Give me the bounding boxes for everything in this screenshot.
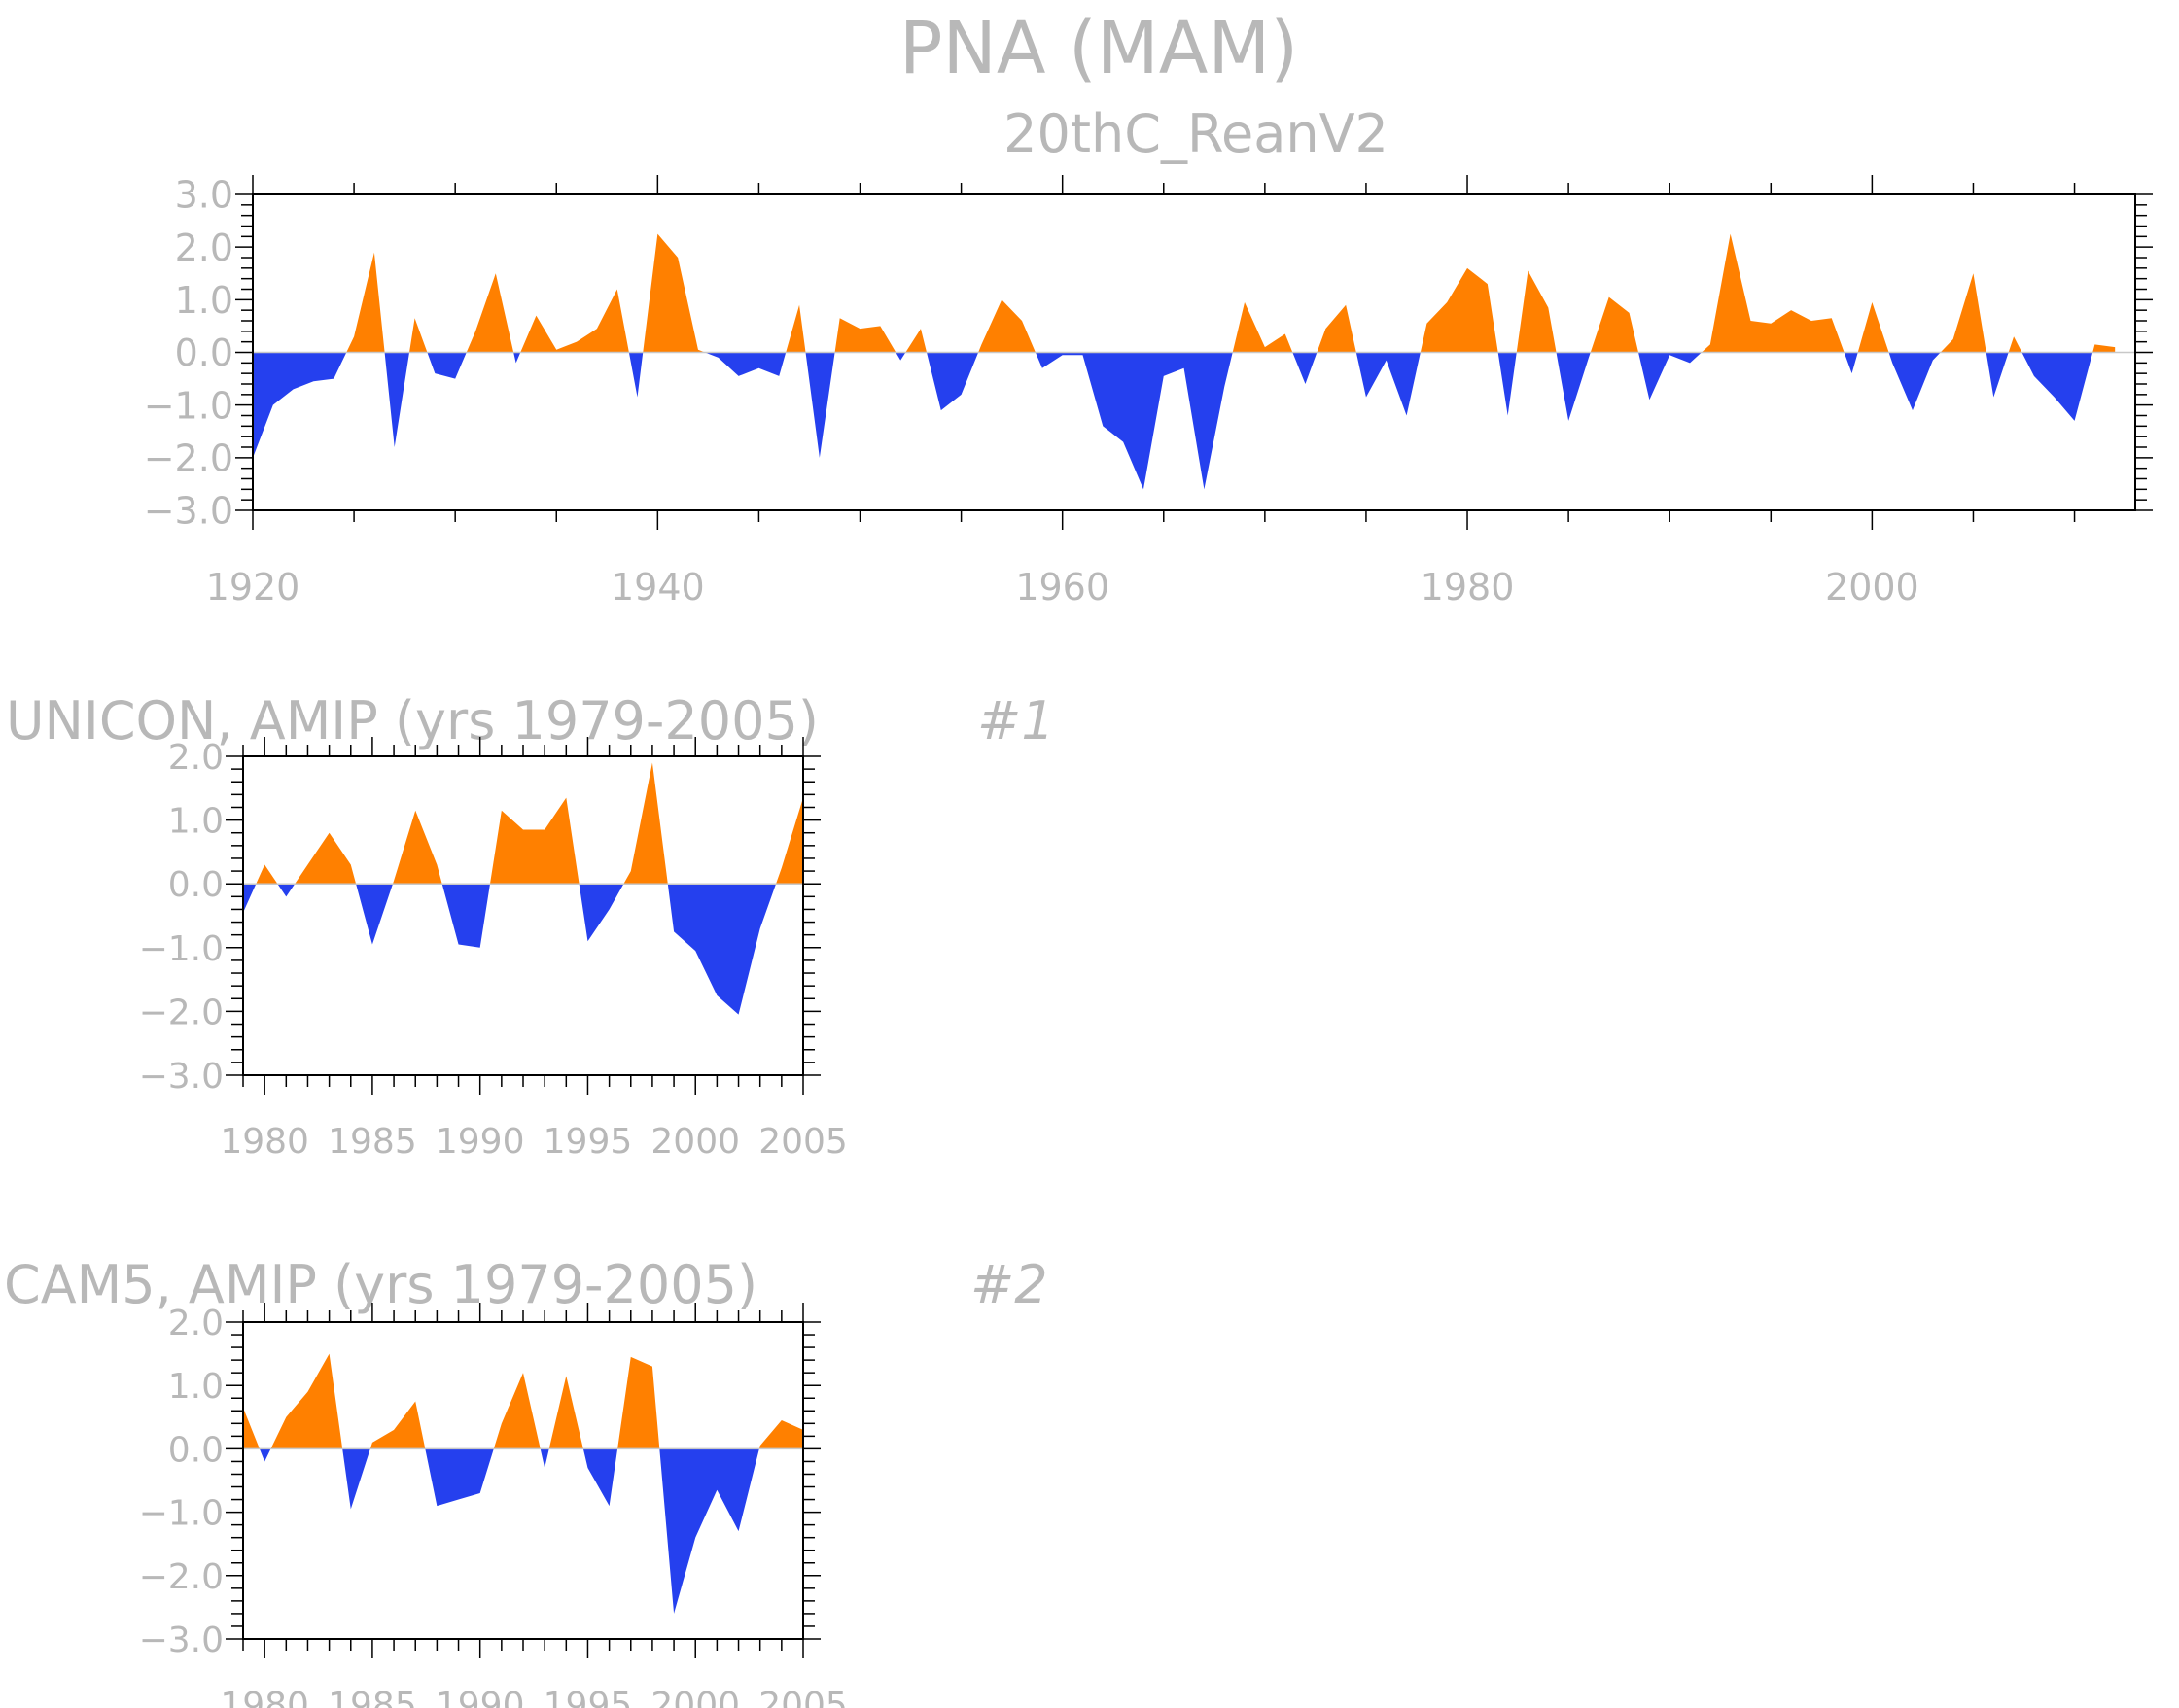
panel-number-label: #1	[977, 690, 1055, 751]
x-tick-label: 2000	[650, 1686, 740, 1708]
y-tick-label: −1.0	[139, 929, 224, 969]
y-axis-labels: 3.0 2.0 1.0 0.0 −1.0 −2.0 −3.0	[144, 174, 233, 533]
x-tick-label: 1960	[1015, 566, 1109, 609]
x-tick-label: 1995	[544, 1686, 633, 1708]
x-tick-label: 2000	[1825, 566, 1919, 609]
x-tick-label: 1995	[544, 1122, 633, 1162]
x-tick-label: 1940	[611, 566, 705, 609]
x-tick-label: 1985	[328, 1686, 417, 1708]
y-tick-label: −3.0	[139, 1621, 224, 1660]
x-axis-labels: 1980 1985 1990 1995 2000 2005	[220, 1122, 847, 1162]
x-axis-labels: 1920 1940 1960 1980 2000	[206, 566, 1919, 609]
x-tick-label: 1980	[1421, 566, 1515, 609]
series-area	[243, 1353, 803, 1614]
panel-unicon: UNICON, AMIP (yrs 1979-2005) #1 2.0 1.0 0.…	[6, 690, 1055, 1162]
y-tick-label: 1.0	[175, 279, 233, 322]
negative-anomaly-area	[243, 884, 777, 1015]
y-tick-label: −2.0	[139, 1557, 224, 1597]
figure-title: PNA (MAM)	[899, 7, 1298, 90]
y-axis-labels: 2.0 1.0 0.0 −1.0 −2.0 −3.0	[139, 1304, 224, 1660]
panel-subtitle-reanalysis: 20thC_ReanV2	[1003, 103, 1388, 164]
y-tick-label: 2.0	[175, 227, 233, 269]
x-tick-label: 1985	[328, 1122, 417, 1162]
y-tick-label: −3.0	[139, 1057, 224, 1097]
y-tick-label: −3.0	[144, 490, 233, 533]
y-tick-label: −1.0	[144, 384, 233, 427]
panel-subtitle-unicon: UNICON, AMIP (yrs 1979-2005)	[6, 690, 819, 751]
panel-subtitle-cam5: CAM5, AMIP (yrs 1979-2005)	[4, 1254, 757, 1315]
positive-anomaly-area	[243, 1353, 803, 1449]
y-tick-label: 0.0	[175, 331, 233, 374]
x-tick-label: 1990	[436, 1686, 525, 1708]
positive-anomaly-area	[256, 762, 803, 885]
y-tick-label: 1.0	[168, 1367, 224, 1407]
y-tick-label: −2.0	[144, 437, 233, 480]
y-tick-label: 0.0	[168, 865, 224, 905]
positive-anomaly-area	[253, 233, 2116, 353]
x-axis-labels: 1980 1985 1990 1995 2000 2005	[220, 1686, 847, 1708]
negative-anomaly-area	[259, 1448, 759, 1614]
y-tick-label: −1.0	[139, 1494, 224, 1534]
axis-ticks	[226, 1303, 821, 1658]
plot-frame	[242, 755, 804, 1076]
panel-reanalysis: 20thC_ReanV2 3.0 2.0 1.0 0.0 −1.0 −2.0 −3.0 19…	[144, 103, 2153, 609]
x-tick-label: 1920	[206, 566, 300, 609]
y-tick-label: 2.0	[168, 738, 224, 778]
y-tick-label: 3.0	[175, 174, 233, 217]
panel-number-label: #2	[970, 1254, 1048, 1315]
x-tick-label: 2005	[758, 1686, 848, 1708]
y-tick-label: −2.0	[139, 993, 224, 1032]
x-tick-label: 2005	[758, 1122, 848, 1162]
y-tick-label: 1.0	[168, 802, 224, 842]
x-tick-label: 2000	[650, 1122, 740, 1162]
x-tick-label: 1990	[436, 1122, 525, 1162]
x-tick-label: 1980	[220, 1686, 309, 1708]
plot-frame	[242, 1321, 804, 1640]
negative-anomaly-area	[253, 352, 2116, 490]
series-area	[253, 233, 2135, 490]
series-area	[243, 762, 803, 1015]
axis-ticks	[235, 175, 2153, 530]
x-tick-label: 1980	[220, 1122, 309, 1162]
axis-ticks	[226, 737, 821, 1095]
y-tick-label: 0.0	[168, 1430, 224, 1470]
y-tick-label: 2.0	[168, 1304, 224, 1343]
plot-frame	[252, 193, 2136, 511]
panel-cam5: CAM5, AMIP (yrs 1979-2005) #2 2.0 1.0 0.0 −…	[4, 1254, 1048, 1708]
y-axis-labels: 2.0 1.0 0.0 −1.0 −2.0 −3.0	[139, 738, 224, 1097]
